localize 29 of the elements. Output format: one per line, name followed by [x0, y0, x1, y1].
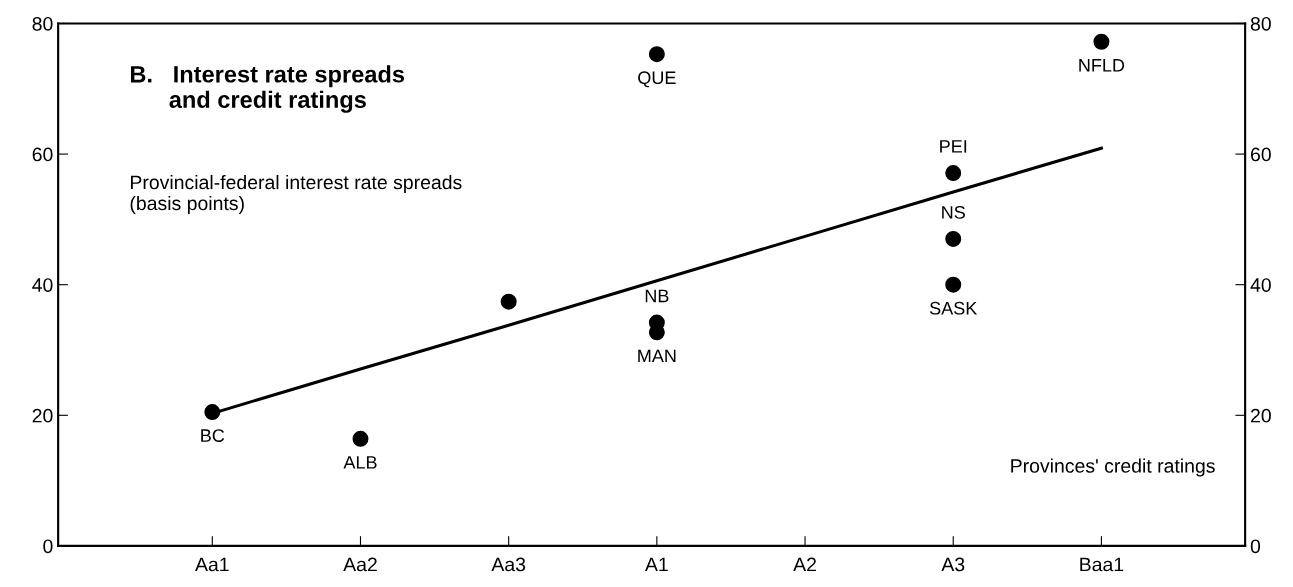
y2-tick-label: 0	[1250, 539, 1261, 554]
y2-tick-label: 40	[1250, 278, 1271, 292]
y-tick-label: 80	[32, 16, 53, 31]
annotation: MAN	[638, 349, 676, 363]
y-tick-label: 40	[32, 278, 53, 292]
text: B. Interest rate spreads and credit ratings	[130, 65, 405, 113]
y-tick-label: 60	[32, 147, 53, 162]
annotation: PEI	[940, 140, 967, 153]
x-axis-title: Provinces' credit ratings	[1011, 458, 1215, 477]
annotation: NS	[942, 205, 965, 219]
annotation: QUE	[638, 71, 676, 88]
annotation: BC	[201, 429, 225, 442]
x-tick-label: A2	[793, 557, 816, 572]
x-tick-label: A1	[645, 557, 668, 572]
y2-tick-label: 20	[1251, 408, 1271, 423]
annotation: SASK	[929, 301, 978, 315]
x-tick-label: Aa1	[195, 557, 229, 572]
x-tick-label: Aa3	[491, 557, 526, 572]
y2-tick-label: 60	[1251, 147, 1271, 162]
x-tick-label: Aa2	[343, 557, 377, 572]
y2-tick-label: 80	[1250, 16, 1271, 31]
y-tick-label: 0	[43, 539, 53, 554]
x-tick-label: Baa1	[1080, 557, 1124, 572]
annotation: NB	[645, 289, 669, 303]
y-tick-label: 20	[32, 408, 53, 423]
annotation: ALB	[343, 456, 377, 469]
y-axis-title: Provincial-federal interest rate spreads (basis points)	[130, 174, 462, 215]
annotation: NFLD	[1079, 59, 1125, 72]
x-tick-label: A3	[941, 557, 965, 572]
